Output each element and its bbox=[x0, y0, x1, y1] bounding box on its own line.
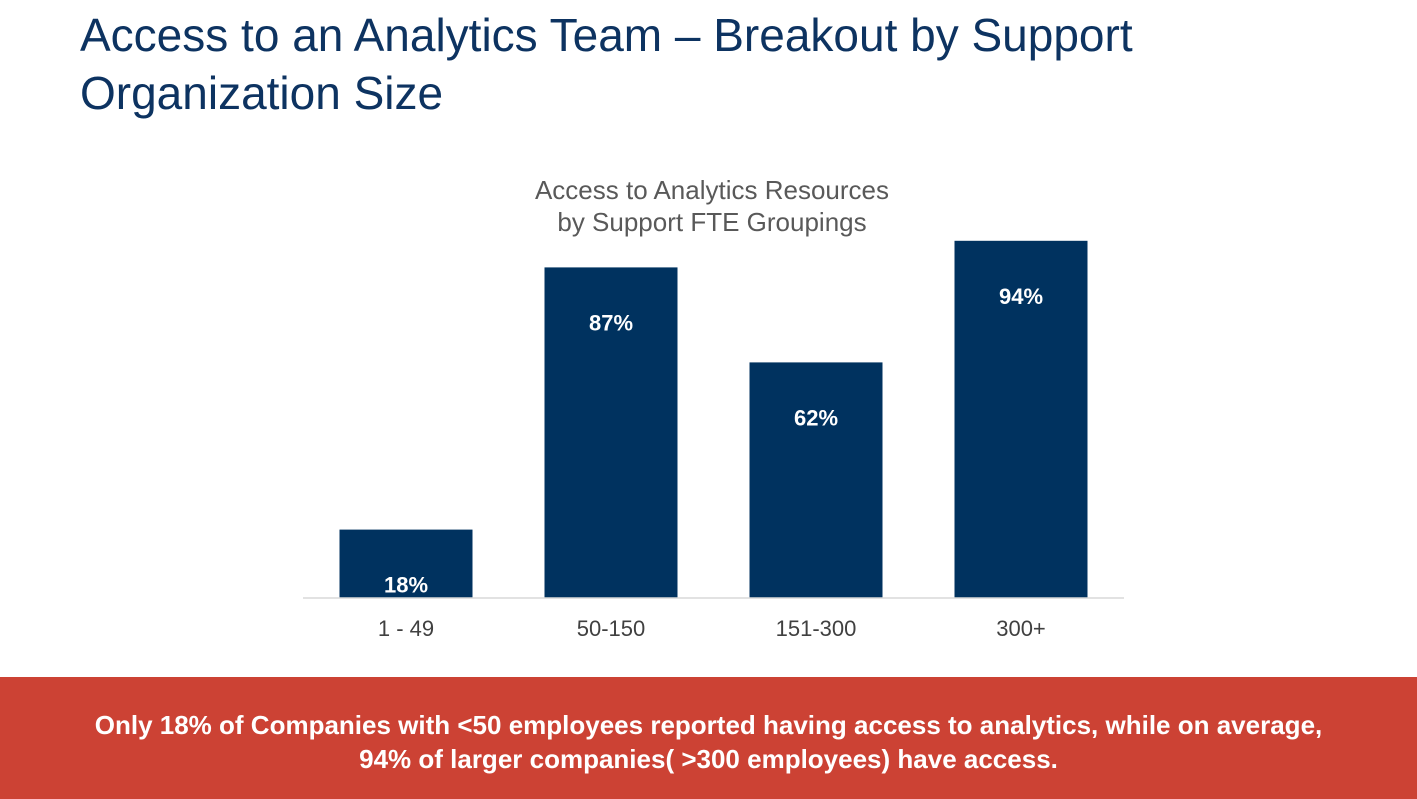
bar-data-label-3: 62% bbox=[794, 405, 838, 430]
x-tick-label-4: 300+ bbox=[996, 616, 1046, 641]
bar-series: 18% 87% 62% 94% bbox=[339, 240, 1088, 599]
chart-title-line-2: by Support FTE Groupings bbox=[557, 207, 866, 237]
x-tick-label-1: 1 - 49 bbox=[378, 616, 434, 641]
slide-title-line-2: Organization Size bbox=[80, 67, 444, 119]
x-axis-tick-labels: 1 - 49 50-150 151-300 300+ bbox=[378, 616, 1046, 641]
summary-banner-line-2: 94% of larger companies( >300 employees)… bbox=[359, 744, 1058, 774]
summary-banner: Only 18% of Companies with <50 employees… bbox=[0, 677, 1417, 799]
bar-2 bbox=[544, 267, 678, 598]
bar-1 bbox=[339, 529, 473, 598]
chart-title-line-1: Access to Analytics Resources bbox=[535, 175, 889, 205]
summary-banner-line-1: Only 18% of Companies with <50 employees… bbox=[94, 710, 1323, 740]
bar-4 bbox=[954, 240, 1088, 599]
slide-title-line-1: Access to an Analytics Team – Breakout b… bbox=[80, 9, 1133, 61]
bar-data-label-4: 94% bbox=[999, 284, 1043, 309]
x-tick-label-3: 151-300 bbox=[776, 616, 857, 641]
x-tick-label-2: 50-150 bbox=[577, 616, 646, 641]
bar-data-label-2: 87% bbox=[589, 310, 633, 335]
bar-data-label-1: 18% bbox=[384, 573, 428, 598]
slide-title: Access to an Analytics Team – Breakout b… bbox=[80, 6, 1320, 122]
bar-chart: Access to Analytics Resources by Support… bbox=[303, 175, 1124, 641]
bar-3 bbox=[749, 362, 883, 598]
